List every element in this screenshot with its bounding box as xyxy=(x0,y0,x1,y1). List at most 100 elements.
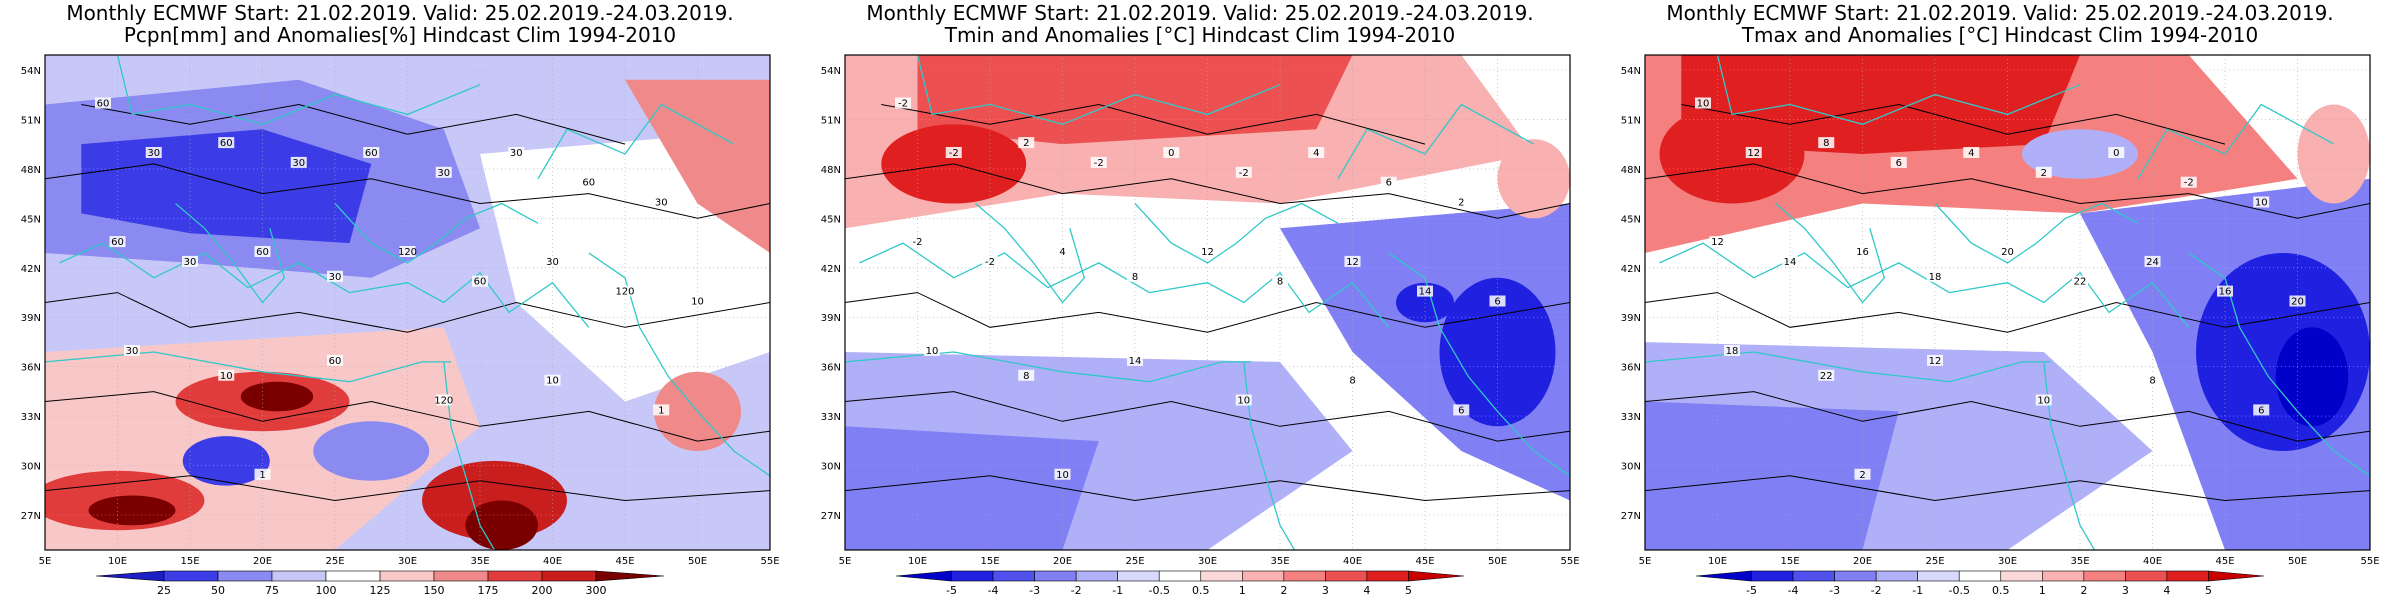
colorbar-label: 100 xyxy=(316,584,337,597)
contour-label: 4 xyxy=(1968,148,1974,159)
contour-line xyxy=(1645,475,2370,502)
coastlines xyxy=(45,55,770,550)
graticule xyxy=(1644,55,2371,550)
contour-label: 2 xyxy=(1859,470,1865,481)
contour-line xyxy=(845,163,1570,219)
coastline xyxy=(2137,103,2335,180)
contour-label: 30 xyxy=(437,168,450,179)
coastline xyxy=(334,202,539,264)
contour-label: 24 xyxy=(2146,257,2159,268)
lon-tick-label: 15E xyxy=(1780,556,1799,567)
contour-line xyxy=(1681,103,2226,145)
colorbar-label: 200 xyxy=(532,584,553,597)
coastline xyxy=(1134,202,1339,264)
lat-tick-label: 39N xyxy=(821,313,841,324)
colorbar-label: -3 xyxy=(1829,584,1840,597)
colorbar-label: -2 xyxy=(1871,584,1882,597)
contour-lines xyxy=(45,103,770,502)
contour-label: 60 xyxy=(365,148,378,159)
contour-line xyxy=(45,475,770,502)
contour-line xyxy=(45,163,770,219)
contour-lines xyxy=(1645,103,2370,502)
lon-tick-label: 40E xyxy=(2143,556,2162,567)
contour-label: 10 xyxy=(546,376,559,387)
colorbar-label: 4 xyxy=(2163,584,2170,597)
lat-tick-label: 54N xyxy=(1621,66,1641,77)
colorbar-label: -1 xyxy=(1112,584,1123,597)
lon-tick-label: 20E xyxy=(1053,556,1072,567)
lon-tick-label: 10E xyxy=(1708,556,1727,567)
contour-line xyxy=(845,292,1570,333)
lat-tick-label: 48N xyxy=(1621,165,1641,176)
lon-tick-label: 15E xyxy=(980,556,999,567)
colorbar-label: 2 xyxy=(2080,584,2087,597)
coastline xyxy=(116,55,481,125)
contour-label: 30 xyxy=(184,257,197,268)
contour-label: -2 xyxy=(2184,178,2194,189)
lon-tick-label: 30E xyxy=(1998,556,2017,567)
contour-label: 10 xyxy=(1237,396,1250,407)
coastline xyxy=(2188,252,2370,477)
contour-label: 8 xyxy=(1132,272,1138,283)
contour-label: 10 xyxy=(926,346,939,357)
tmax-map: 101286420-210121416182022241620182212108… xyxy=(1621,54,2380,597)
colorbar-label: 175 xyxy=(478,584,499,597)
coastline xyxy=(1388,252,1570,477)
contour-label: 22 xyxy=(2074,277,2087,288)
colorbar-label: 75 xyxy=(265,584,279,597)
contour-label: 8 xyxy=(1823,138,1829,149)
coastline xyxy=(537,103,735,180)
contour-label: 60 xyxy=(474,277,487,288)
contour-label: 6 xyxy=(1386,178,1392,189)
colorbar-label: -5 xyxy=(1746,584,1757,597)
coastline xyxy=(1337,103,1535,180)
contour-label: 10 xyxy=(1056,470,1069,481)
contour-label: 18 xyxy=(1929,272,1942,283)
precipitation-map: 60 30 60 30 60 30 30 60 30 60 30 60 30 120 60 30 120 10 30… xyxy=(21,54,780,597)
colorbar-label: 5 xyxy=(2205,584,2212,597)
coastline xyxy=(859,242,1390,328)
contour-label: 30 xyxy=(329,272,342,283)
coastline xyxy=(975,203,1086,304)
contour-label: -2 xyxy=(1239,168,1249,179)
contour-label: 16 xyxy=(2219,287,2232,298)
lon-tick-label: 45E xyxy=(1415,556,1434,567)
colorbar-label: 25 xyxy=(157,584,171,597)
contour-lines xyxy=(845,103,1570,502)
coastline xyxy=(59,242,590,328)
lon-tick-label: 5E xyxy=(839,556,852,567)
lat-tick-label: 51N xyxy=(821,115,841,126)
contour-label: 2 xyxy=(1023,138,1029,149)
lat-tick-label: 45N xyxy=(21,214,41,225)
lon-tick-label: 35E xyxy=(2070,556,2089,567)
colorbar-label: -0.5 xyxy=(1148,584,1169,597)
contour-label: 10 xyxy=(1697,99,1710,110)
lon-tick-label: 55E xyxy=(1560,556,1579,567)
colorbar-label: 0.5 xyxy=(1192,584,1210,597)
lon-tick-label: 10E xyxy=(908,556,927,567)
colorbar-label: 4 xyxy=(1363,584,1370,597)
contour-line xyxy=(45,391,770,442)
colorbar-label: -3 xyxy=(1029,584,1040,597)
lon-tick-label: 55E xyxy=(2360,556,2379,567)
coastlines xyxy=(1645,55,2370,550)
colorbar-label: -2 xyxy=(1071,584,1082,597)
coastline xyxy=(1659,242,2190,328)
contour-label: 1 xyxy=(658,405,664,416)
contour-label: 10 xyxy=(691,297,704,308)
colorbar-label: 1 xyxy=(2039,584,2046,597)
contour-label: 10 xyxy=(220,371,233,382)
lat-tick-label: 39N xyxy=(1621,313,1641,324)
contour-label: 6 xyxy=(1494,297,1500,308)
anomaly-shading xyxy=(45,55,770,550)
lat-tick-label: 33N xyxy=(21,412,41,423)
coastline xyxy=(1775,203,1886,304)
lon-tick-label: 35E xyxy=(1270,556,1289,567)
coastline xyxy=(588,252,770,477)
contour-label: 30 xyxy=(510,148,523,159)
contour-label: 20 xyxy=(2001,247,2014,258)
contour-label: 60 xyxy=(256,247,269,258)
lon-tick-label: 50E xyxy=(688,556,707,567)
colorbar-label: 150 xyxy=(424,584,445,597)
contour-label: 12 xyxy=(1346,257,1359,268)
